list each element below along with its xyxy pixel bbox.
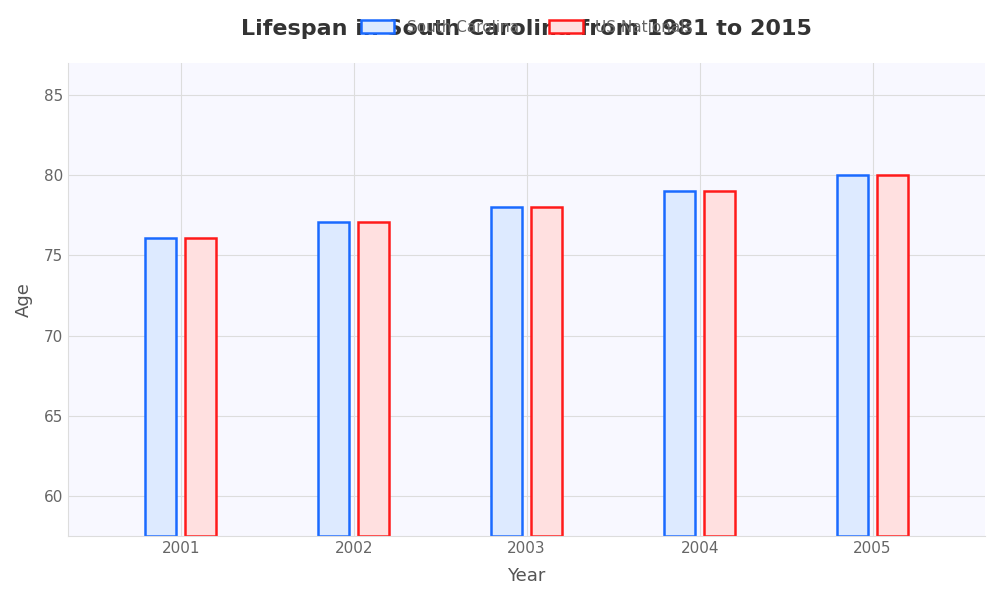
X-axis label: Year: Year [507, 567, 546, 585]
Bar [664, 191, 695, 536]
Bar [877, 175, 908, 536]
Y-axis label: Age: Age [15, 282, 33, 317]
Bar [837, 175, 868, 536]
Bar [358, 221, 389, 536]
Legend: South Carolina, US Nationals: South Carolina, US Nationals [355, 14, 699, 41]
Bar [704, 191, 735, 536]
Bar [145, 238, 176, 536]
Title: Lifespan in South Carolina from 1981 to 2015: Lifespan in South Carolina from 1981 to … [241, 19, 812, 39]
Bar [185, 238, 216, 536]
Bar [318, 221, 349, 536]
Bar [491, 207, 522, 536]
Bar [531, 207, 562, 536]
